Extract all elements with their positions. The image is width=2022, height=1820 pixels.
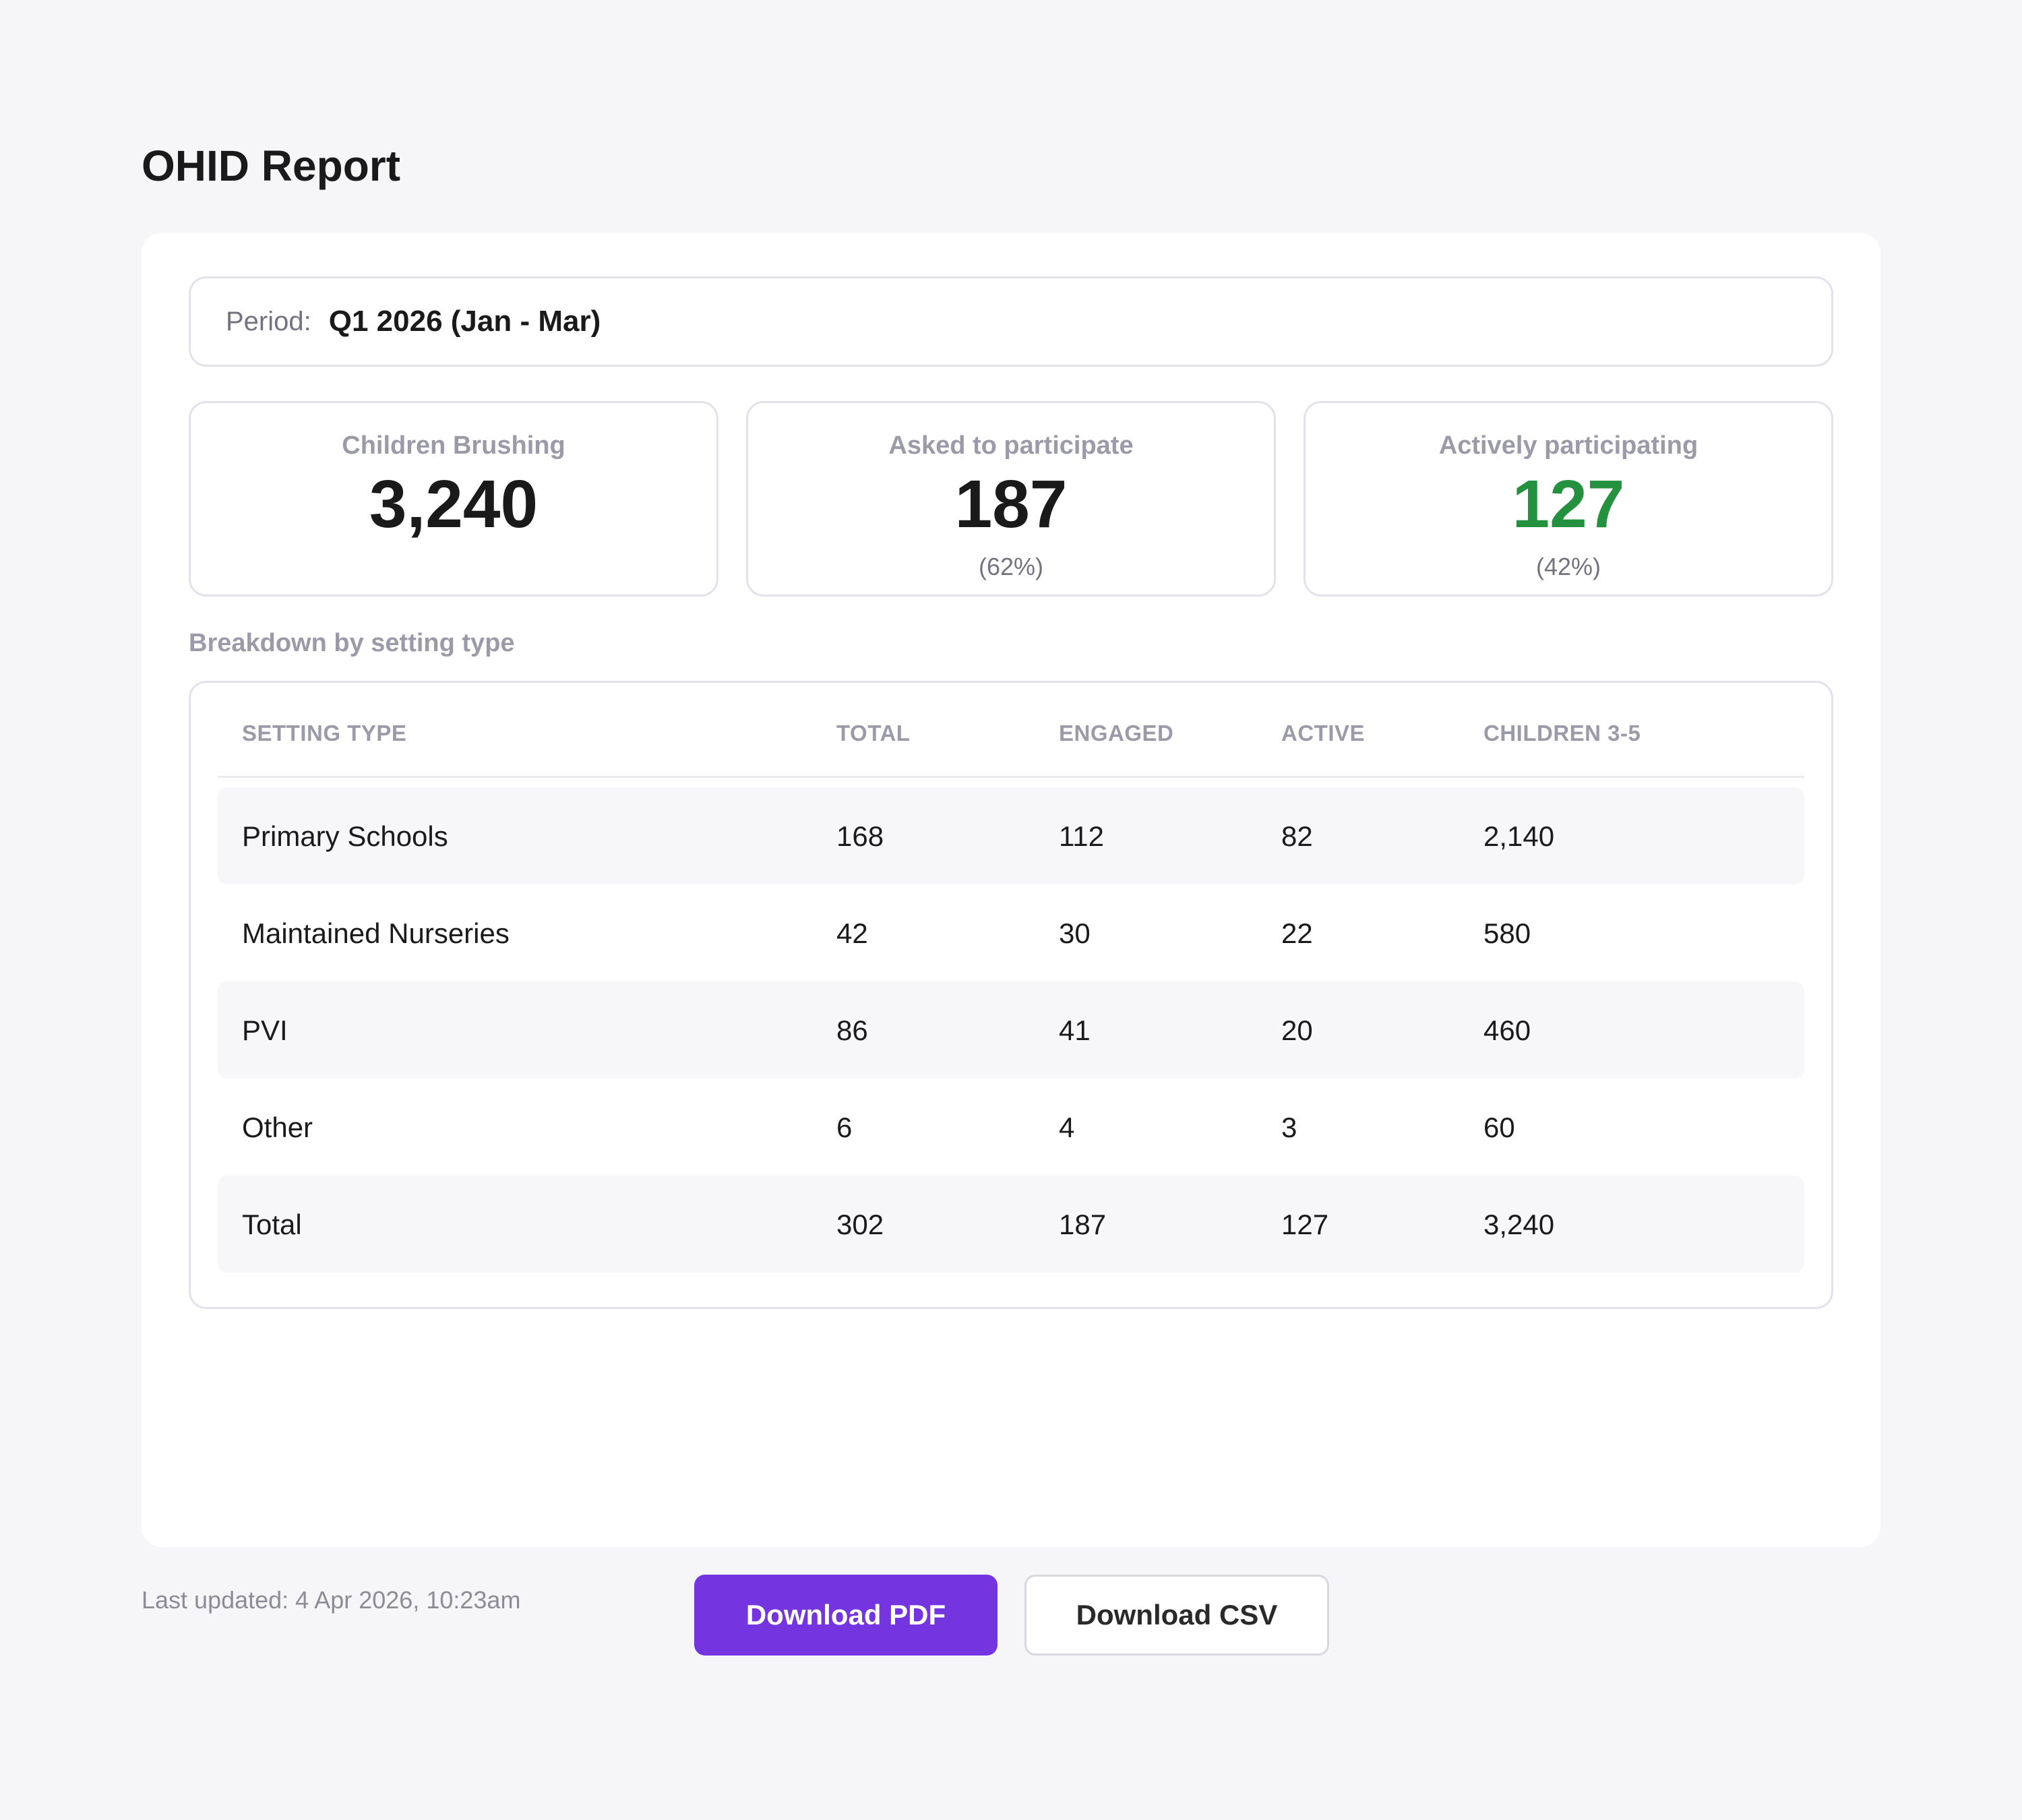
report-card: Period: Q1 2026 (Jan - Mar) Children Bru… (142, 233, 1880, 1547)
kpi-value: 187 (954, 466, 1068, 542)
period-value: Q1 2026 (Jan - Mar) (328, 305, 601, 338)
cell-engaged: 41 (1059, 1014, 1091, 1046)
column-header-setting-type: SETTING TYPE (242, 721, 407, 746)
cell-setting-type: PVI (242, 1014, 288, 1046)
kpi-label: Children Brushing (342, 431, 565, 460)
cell-children-3-5: 2,140 (1483, 820, 1555, 852)
kpi-percentage: (62%) (978, 553, 1044, 580)
cell-engaged: 30 (1059, 917, 1091, 949)
breakdown-heading: Breakdown by setting type (189, 629, 515, 657)
download-csv-button[interactable]: Download CSV (1024, 1575, 1329, 1656)
kpi-asked-to-participate: Asked to participate 187 (62%) (746, 401, 1276, 597)
cell-setting-type: Primary Schools (242, 820, 448, 852)
column-header-active: ACTIVE (1281, 721, 1366, 746)
cell-total: 42 (836, 917, 868, 949)
cell-total: 168 (836, 820, 884, 852)
page-title: OHID Report (142, 142, 400, 190)
table-total-row: Total 302 187 127 3,240 (218, 1176, 1804, 1273)
kpi-percentage: (42%) (1535, 553, 1601, 580)
cell-active: 20 (1281, 1014, 1313, 1046)
cell-total: 302 (836, 1209, 884, 1240)
cell-children-3-5: 3,240 (1483, 1209, 1555, 1240)
table-row: Maintained Nurseries 42 30 22 580 (218, 884, 1804, 981)
cell-total: 86 (836, 1014, 868, 1046)
cell-engaged: 187 (1059, 1209, 1107, 1240)
column-header-total: TOTAL (836, 721, 911, 746)
column-header-children-3-5: CHILDREN 3-5 (1483, 721, 1641, 746)
kpi-label: Actively participating (1438, 431, 1698, 460)
cell-setting-type: Maintained Nurseries (242, 917, 510, 949)
kpi-children-brushing: Children Brushing 3,240 (189, 401, 718, 597)
cell-setting-type: Total (242, 1209, 302, 1240)
cell-children-3-5: 60 (1483, 1112, 1515, 1143)
table-header-row: SETTING TYPE TOTAL ENGAGED ACTIVE CHILDR… (218, 683, 1804, 778)
cell-active: 3 (1281, 1112, 1297, 1143)
kpi-label: Asked to participate (888, 431, 1134, 460)
cell-setting-type: Other (242, 1112, 313, 1143)
kpi-actively-participating: Actively participating 127 (42%) (1304, 401, 1833, 597)
period-label: Period: (226, 306, 311, 336)
cell-total: 6 (836, 1112, 853, 1143)
column-header-engaged: ENGAGED (1059, 721, 1174, 746)
table-row: Other 6 4 3 60 (218, 1079, 1804, 1176)
download-pdf-button[interactable]: Download PDF (694, 1575, 998, 1656)
cell-active: 82 (1281, 820, 1313, 852)
cell-active: 22 (1281, 917, 1313, 949)
last-updated-timestamp: Last updated: 4 Apr 2026, 10:23am (142, 1586, 521, 1614)
cell-children-3-5: 580 (1483, 917, 1531, 949)
kpi-value: 3,240 (369, 466, 539, 542)
cell-engaged: 4 (1059, 1112, 1075, 1143)
cell-children-3-5: 460 (1483, 1014, 1531, 1046)
table-row: Primary Schools 168 112 82 2,140 (218, 787, 1804, 884)
cell-active: 127 (1281, 1209, 1329, 1240)
breakdown-table: SETTING TYPE TOTAL ENGAGED ACTIVE CHILDR… (189, 681, 1833, 1309)
period-selector[interactable]: Period: Q1 2026 (Jan - Mar) (189, 276, 1833, 367)
cell-engaged: 112 (1059, 820, 1104, 852)
table-row: PVI 86 41 20 460 (218, 981, 1804, 1079)
kpi-value: 127 (1512, 466, 1625, 542)
